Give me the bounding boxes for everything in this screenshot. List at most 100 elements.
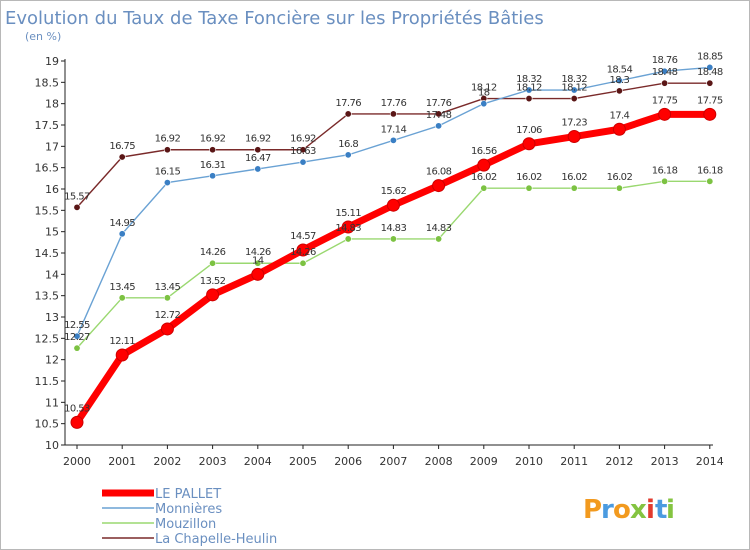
- data-point-mouzillon: [73, 344, 81, 352]
- data-label-monnieres: 14.95: [109, 218, 135, 229]
- y-tick-label: 18: [45, 98, 59, 111]
- data-point-la-chapelle-heulin: [615, 87, 623, 95]
- data-point-monnieres: [661, 67, 669, 75]
- data-point-mouzillon: [480, 184, 488, 192]
- data-point-monnieres: [163, 179, 171, 187]
- data-label-monnieres: 18.76: [652, 55, 678, 66]
- data-label-le-pallet: 12.11: [109, 336, 135, 347]
- x-tick-label: 2001: [108, 455, 136, 468]
- data-point-le-pallet: [612, 122, 626, 136]
- data-point-la-chapelle-heulin: [661, 79, 669, 87]
- y-tick-label: 14: [45, 268, 59, 281]
- data-point-monnieres: [480, 100, 488, 108]
- y-tick-label: 16.5: [35, 162, 60, 175]
- x-tick-label: 2012: [605, 455, 633, 468]
- proxiti-logo: Pr o x i ti: [583, 495, 675, 525]
- data-label-monnieres: 17.14: [381, 124, 407, 135]
- data-label-mouzillon: 16.18: [697, 165, 723, 176]
- x-tick-label: 2011: [560, 455, 588, 468]
- data-point-le-pallet: [432, 179, 446, 193]
- data-label-le-pallet: 16.08: [426, 167, 452, 178]
- data-label-monnieres: 16.8: [338, 139, 358, 150]
- data-point-monnieres: [73, 332, 81, 340]
- data-label-le-pallet: 15.11: [335, 208, 361, 219]
- y-tick-label: 10.5: [35, 418, 60, 431]
- data-label-la-chapelle-heulin: 18.48: [697, 67, 723, 78]
- x-tick-label: 2008: [425, 455, 453, 468]
- data-point-mouzillon: [435, 235, 443, 243]
- legend-label: La Chapelle-Heulin: [155, 532, 277, 547]
- data-label-mouzillon: 14.26: [200, 247, 226, 258]
- data-label-la-chapelle-heulin: 16.92: [245, 134, 271, 145]
- data-point-mouzillon: [389, 235, 397, 243]
- data-point-mouzillon: [706, 177, 714, 185]
- logo-letter: o: [613, 495, 631, 525]
- x-tick-label: 2013: [651, 455, 679, 468]
- data-label-le-pallet: 17.06: [516, 125, 542, 136]
- data-label-monnieres: 16.31: [200, 160, 226, 171]
- data-label-le-pallet: 17.4: [609, 110, 629, 121]
- data-label-mouzillon: 13.45: [155, 282, 181, 293]
- data-label-monnieres: 18.54: [607, 65, 633, 76]
- data-point-monnieres: [706, 63, 714, 71]
- y-tick-label: 10: [45, 439, 59, 452]
- data-label-la-chapelle-heulin: 16.92: [290, 134, 316, 145]
- data-label-la-chapelle-heulin: 16.92: [200, 134, 226, 145]
- y-tick-label: 12: [45, 354, 59, 367]
- data-point-mouzillon: [118, 294, 126, 302]
- data-point-mouzillon: [209, 259, 217, 267]
- data-point-monnieres: [344, 151, 352, 159]
- data-point-le-pallet: [296, 243, 310, 257]
- x-tick-label: 2009: [470, 455, 498, 468]
- data-point-la-chapelle-heulin: [73, 203, 81, 211]
- data-label-monnieres: 18.32: [561, 74, 587, 85]
- data-label-le-pallet: 14.57: [290, 231, 316, 242]
- logo-letter: i: [666, 495, 675, 525]
- data-labels-layer: 15.57 16.75 16.92 16.92 16.92 16.92 17.76 17.76…: [64, 51, 723, 414]
- data-label-mouzillon: 16.02: [516, 172, 542, 183]
- data-point-la-chapelle-heulin: [525, 95, 533, 103]
- y-tick-label: 13: [45, 311, 59, 324]
- data-point-la-chapelle-heulin: [389, 110, 397, 118]
- data-label-le-pallet: 13.52: [200, 276, 226, 287]
- y-tick-label: 14.5: [35, 247, 60, 260]
- axes: 10 10.5 11 11.5 12 12.5 13 13.5 14 14.5 15 15.5 16 16…: [35, 55, 724, 468]
- data-label-le-pallet: 15.62: [381, 186, 407, 197]
- data-label-le-pallet: 14: [252, 255, 264, 266]
- data-point-la-chapelle-heulin: [254, 146, 262, 154]
- data-point-monnieres: [570, 86, 578, 94]
- data-label-mouzillon: 16.02: [471, 172, 497, 183]
- data-point-monnieres: [435, 122, 443, 130]
- data-label-mouzillon: 16.02: [561, 172, 587, 183]
- x-tick-label: 2002: [153, 455, 181, 468]
- x-tick-label: 2010: [515, 455, 543, 468]
- data-point-le-pallet: [567, 130, 581, 144]
- x-tick-label: 2003: [199, 455, 227, 468]
- legend-label: LE PALLET: [155, 487, 221, 502]
- y-tick-label: 12.5: [35, 332, 60, 345]
- data-label-la-chapelle-heulin: 18.3: [609, 75, 629, 86]
- data-label-monnieres: 12.55: [64, 320, 90, 331]
- data-point-le-pallet: [477, 158, 491, 172]
- data-label-la-chapelle-heulin: 16.92: [155, 134, 181, 145]
- data-label-la-chapelle-heulin: 15.57: [64, 191, 90, 202]
- data-label-mouzillon: 14.26: [245, 247, 271, 258]
- data-point-monnieres: [525, 86, 533, 94]
- data-point-mouzillon: [570, 184, 578, 192]
- data-label-la-chapelle-heulin: 16.75: [109, 141, 135, 152]
- logo-letter: t: [655, 495, 667, 525]
- data-point-mouzillon: [163, 294, 171, 302]
- data-label-monnieres: 17.48: [426, 110, 452, 121]
- data-point-monnieres: [615, 77, 623, 85]
- data-label-le-pallet: 10.53: [64, 403, 90, 414]
- data-label-monnieres: 18.32: [516, 74, 542, 85]
- data-point-la-chapelle-heulin: [118, 153, 126, 161]
- legend-label: Monnières: [155, 502, 222, 517]
- data-label-la-chapelle-heulin: 17.76: [381, 98, 407, 109]
- y-tick-label: 19: [45, 55, 59, 68]
- data-point-le-pallet: [115, 348, 129, 362]
- data-point-le-pallet: [658, 107, 672, 121]
- data-label-le-pallet: 17.75: [697, 95, 723, 106]
- data-point-le-pallet: [386, 198, 400, 212]
- y-tick-label: 15: [45, 226, 59, 239]
